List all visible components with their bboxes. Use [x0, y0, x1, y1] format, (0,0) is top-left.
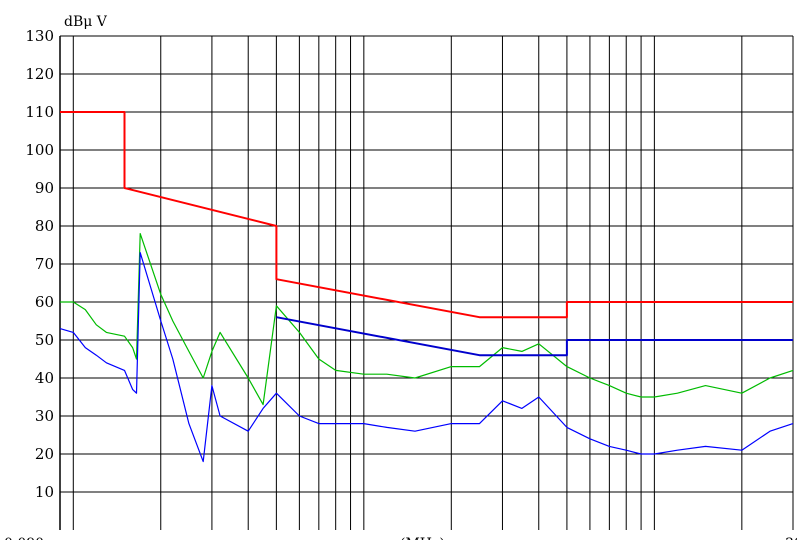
y-tick-label: 20: [35, 445, 54, 463]
y-tick-label: 30: [35, 407, 54, 425]
y-tick-label: 90: [35, 179, 54, 197]
tick-labels: 10 20 30 40 50 60 70 80 90 100 110 120 130 0.090 (MHz)…: [4, 27, 797, 540]
y-tick-label: 40: [35, 369, 54, 387]
series-line-1: [276, 316, 793, 357]
y-tick-label: 80: [35, 217, 54, 235]
x-tick-label: 30: [785, 536, 797, 540]
series-line-2: [60, 233, 794, 406]
y-tick-label: 10: [35, 483, 54, 501]
series-group: [59, 111, 794, 463]
y-tick-label: 70: [35, 255, 54, 273]
y-tick-label: 120: [25, 65, 54, 83]
y-tick-label: 110: [25, 103, 54, 121]
grid: [59, 35, 794, 530]
series-line-3: [59, 252, 794, 463]
y-tick-label: 100: [25, 141, 54, 159]
x-tick-label: 0.090: [4, 536, 44, 540]
y-tick-label: 130: [25, 27, 54, 45]
y-axis-label: dBμ V: [64, 14, 108, 30]
y-tick-label: 60: [35, 293, 54, 311]
x-axis-label: (MHz): [400, 536, 445, 540]
y-tick-label: 50: [35, 331, 54, 349]
series-line-0: [60, 111, 793, 319]
